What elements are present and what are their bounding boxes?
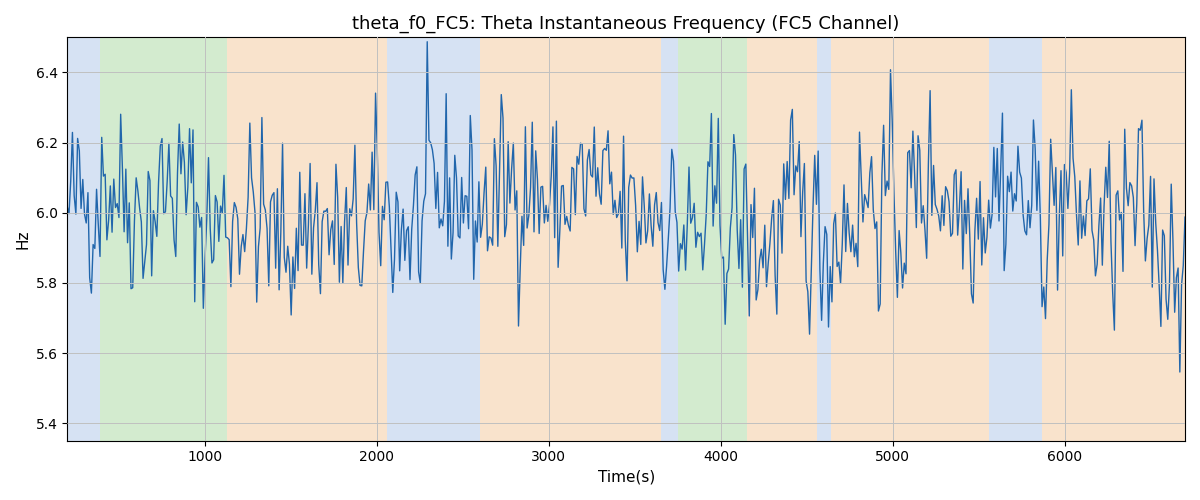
Bar <box>480 38 660 440</box>
Bar <box>227 38 388 440</box>
Bar <box>817 38 830 440</box>
Y-axis label: Hz: Hz <box>16 230 30 249</box>
Bar <box>100 38 227 440</box>
Bar <box>678 38 746 440</box>
Bar <box>746 38 817 440</box>
Bar <box>67 38 100 440</box>
Bar <box>660 38 678 440</box>
Bar <box>989 38 1043 440</box>
Title: theta_f0_FC5: Theta Instantaneous Frequency (FC5 Channel): theta_f0_FC5: Theta Instantaneous Freque… <box>353 15 900 34</box>
Bar <box>388 38 480 440</box>
Bar <box>830 38 989 440</box>
Bar <box>1043 38 1186 440</box>
X-axis label: Time(s): Time(s) <box>598 470 655 485</box>
